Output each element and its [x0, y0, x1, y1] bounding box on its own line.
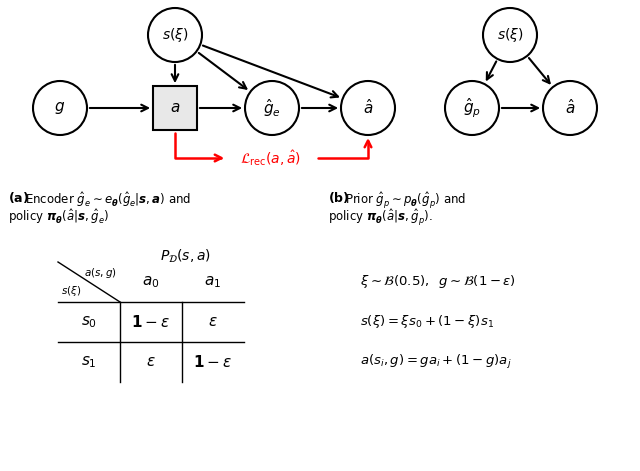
Circle shape	[445, 81, 499, 135]
Text: $a(s,g)$: $a(s,g)$	[84, 266, 117, 280]
Bar	[153, 86, 197, 130]
Text: $\mathbf{(b)}$: $\mathbf{(b)}$	[328, 190, 349, 205]
Text: $s(\xi) = \xi s_0 + (1-\xi)s_1$: $s(\xi) = \xi s_0 + (1-\xi)s_1$	[360, 314, 494, 331]
Text: $\epsilon$: $\epsilon$	[208, 315, 218, 330]
Circle shape	[341, 81, 395, 135]
Text: $\mathbf{1} - \epsilon$: $\mathbf{1} - \epsilon$	[193, 354, 232, 370]
Text: $a$: $a$	[170, 100, 180, 115]
Text: $P_{\mathcal{D}}(s,a)$: $P_{\mathcal{D}}(s,a)$	[159, 248, 211, 265]
Text: $s(\xi)$: $s(\xi)$	[61, 284, 81, 298]
Circle shape	[543, 81, 597, 135]
Text: policy $\boldsymbol{\pi}_{\boldsymbol{\theta}}(\hat{a}|\boldsymbol{s}, \hat{g}_e: policy $\boldsymbol{\pi}_{\boldsymbol{\t…	[8, 207, 109, 226]
Text: Encoder $\hat{g}_e \sim e_{\boldsymbol{\theta}}(\hat{g}_e|\boldsymbol{s}, \bolds: Encoder $\hat{g}_e \sim e_{\boldsymbol{\…	[25, 190, 191, 209]
Circle shape	[148, 8, 202, 62]
Circle shape	[483, 8, 537, 62]
Text: $\hat{a}$: $\hat{a}$	[565, 98, 575, 117]
Text: $s_1$: $s_1$	[81, 354, 97, 370]
Text: $a(s_i, g) = ga_i + (1-g)a_j$: $a(s_i, g) = ga_i + (1-g)a_j$	[360, 353, 511, 371]
Text: $s_0$: $s_0$	[81, 314, 97, 330]
Text: $\mathcal{L}_{\mathrm{rec}}(a,\hat{a})$: $\mathcal{L}_{\mathrm{rec}}(a,\hat{a})$	[241, 148, 301, 168]
Text: $\hat{g}_e$: $\hat{g}_e$	[263, 97, 281, 119]
Text: $s(\xi)$: $s(\xi)$	[162, 26, 188, 44]
Text: Prior $\hat{g}_p \sim p_{\boldsymbol{\theta}}(\hat{g}_p)$ and: Prior $\hat{g}_p \sim p_{\boldsymbol{\th…	[345, 190, 466, 210]
Text: $a_1$: $a_1$	[204, 274, 221, 290]
Text: $\mathbf{1} - \epsilon$: $\mathbf{1} - \epsilon$	[131, 314, 170, 330]
Text: $\epsilon$: $\epsilon$	[146, 355, 156, 370]
Text: $a_0$: $a_0$	[142, 274, 160, 290]
Text: policy $\boldsymbol{\pi}_{\boldsymbol{\theta}}(\hat{a}|\boldsymbol{s}, \hat{g}_p: policy $\boldsymbol{\pi}_{\boldsymbol{\t…	[328, 207, 433, 227]
Text: $g$: $g$	[54, 100, 65, 116]
Text: $\hat{a}$: $\hat{a}$	[363, 98, 373, 117]
Text: $s(\xi)$: $s(\xi)$	[497, 26, 524, 44]
Text: $\hat{g}_p$: $\hat{g}_p$	[463, 96, 481, 120]
Text: $\mathbf{(a)}$: $\mathbf{(a)}$	[8, 190, 29, 205]
Text: $\xi \sim \mathcal{B}(0.5),\;\; g \sim \mathcal{B}(1-\epsilon)$: $\xi \sim \mathcal{B}(0.5),\;\; g \sim \…	[360, 274, 516, 291]
Circle shape	[33, 81, 87, 135]
Circle shape	[245, 81, 299, 135]
